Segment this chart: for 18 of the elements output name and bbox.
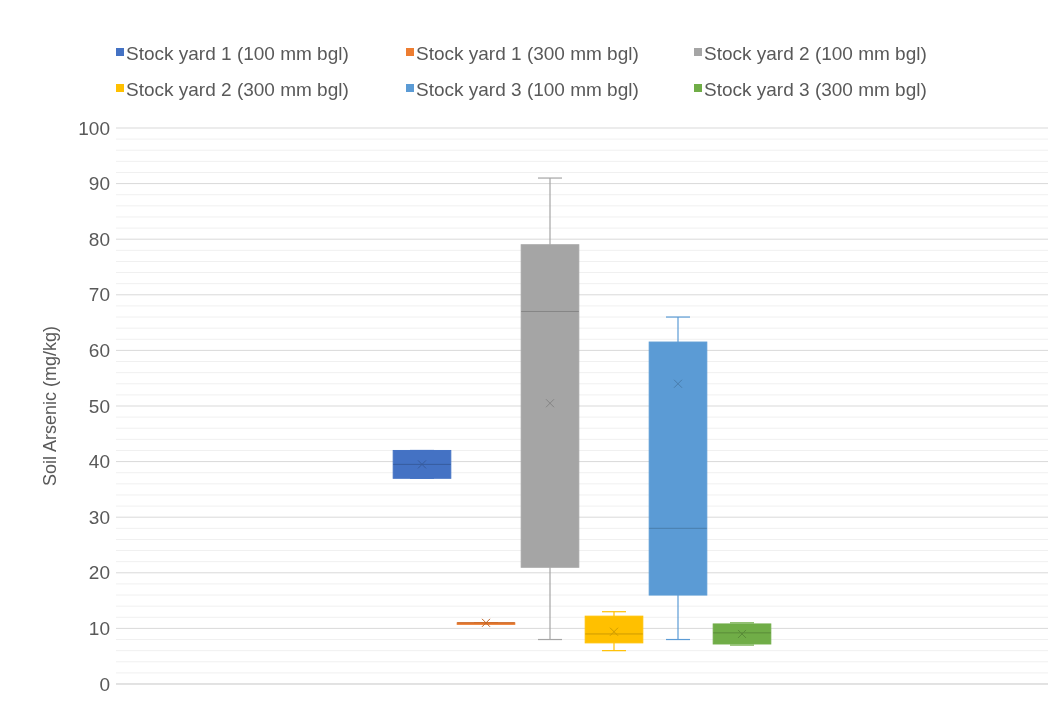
y-tick-label: 100 [78, 117, 110, 139]
legend-label: Stock yard 2 (100 mm bgl) [704, 42, 927, 64]
legend-label: Stock yard 1 (100 mm bgl) [126, 42, 349, 64]
y-tick-label: 10 [88, 618, 110, 640]
legend-label: Stock yard 1 (300 mm bgl) [416, 42, 639, 64]
legend-label: Stock yard 3 (100 mm bgl) [416, 78, 639, 100]
y-tick-label: 30 [88, 506, 110, 528]
y-tick-label: 90 [88, 173, 110, 195]
y-tick-label: 0 [99, 673, 110, 695]
legend-label: Stock yard 2 (300 mm bgl) [126, 78, 349, 100]
y-tick-label: 60 [88, 340, 110, 362]
y-tick-label: 40 [88, 451, 110, 473]
y-tick-label: 50 [88, 395, 110, 417]
y-axis-title: Soil Arsenic (mg/kg) [40, 325, 60, 487]
legend-label: Stock yard 3 (300 mm bgl) [704, 78, 927, 100]
y-tick-label: 70 [88, 284, 110, 306]
y-tick-label: 20 [88, 562, 110, 584]
y-tick-label: 80 [88, 228, 110, 250]
